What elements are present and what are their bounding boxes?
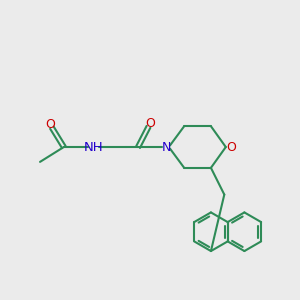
Text: O: O: [45, 118, 55, 131]
Text: O: O: [226, 140, 236, 154]
Text: O: O: [145, 117, 155, 130]
Text: NH: NH: [84, 140, 103, 154]
Text: N: N: [162, 140, 171, 154]
